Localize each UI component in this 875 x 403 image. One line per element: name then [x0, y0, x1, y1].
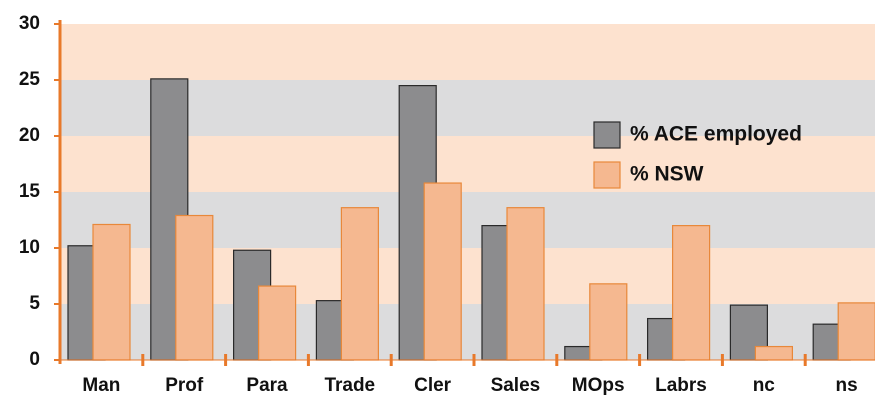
x-tick-label: nc — [753, 375, 776, 396]
x-tick-label: MOps — [572, 375, 625, 396]
x-tick-label: Prof — [165, 375, 204, 396]
bar — [340, 207, 379, 361]
background-band — [60, 80, 875, 136]
y-tick-label: 25 — [19, 69, 41, 90]
legend-swatch — [593, 161, 621, 189]
y-tick-label: 15 — [19, 181, 41, 202]
x-tick-label: Man — [82, 375, 120, 396]
bar — [754, 345, 794, 361]
y-tick-label: 30 — [19, 13, 40, 34]
bar — [92, 223, 131, 361]
background-band — [60, 24, 875, 80]
y-tick-label: 20 — [19, 125, 40, 146]
background-band — [60, 136, 875, 192]
x-tick-label: Labrs — [655, 375, 707, 396]
bar — [175, 214, 214, 361]
bar — [258, 285, 297, 361]
bar — [837, 302, 875, 361]
legend-label: % NSW — [630, 163, 704, 186]
y-tick-label: 5 — [29, 293, 40, 314]
bar — [589, 283, 628, 361]
bar — [423, 182, 462, 361]
legend-swatch — [593, 121, 621, 149]
y-tick-label: 0 — [29, 349, 40, 370]
x-tick-label: Cler — [414, 375, 452, 396]
legend-label: % ACE employed — [630, 123, 802, 146]
x-tick-label: Sales — [491, 375, 541, 396]
bar — [506, 207, 545, 361]
x-tick-label: ns — [836, 375, 858, 396]
x-tick-label: Trade — [324, 375, 375, 396]
x-tick-label: Para — [246, 375, 288, 396]
bar — [671, 225, 711, 361]
y-tick-label: 10 — [19, 237, 40, 258]
